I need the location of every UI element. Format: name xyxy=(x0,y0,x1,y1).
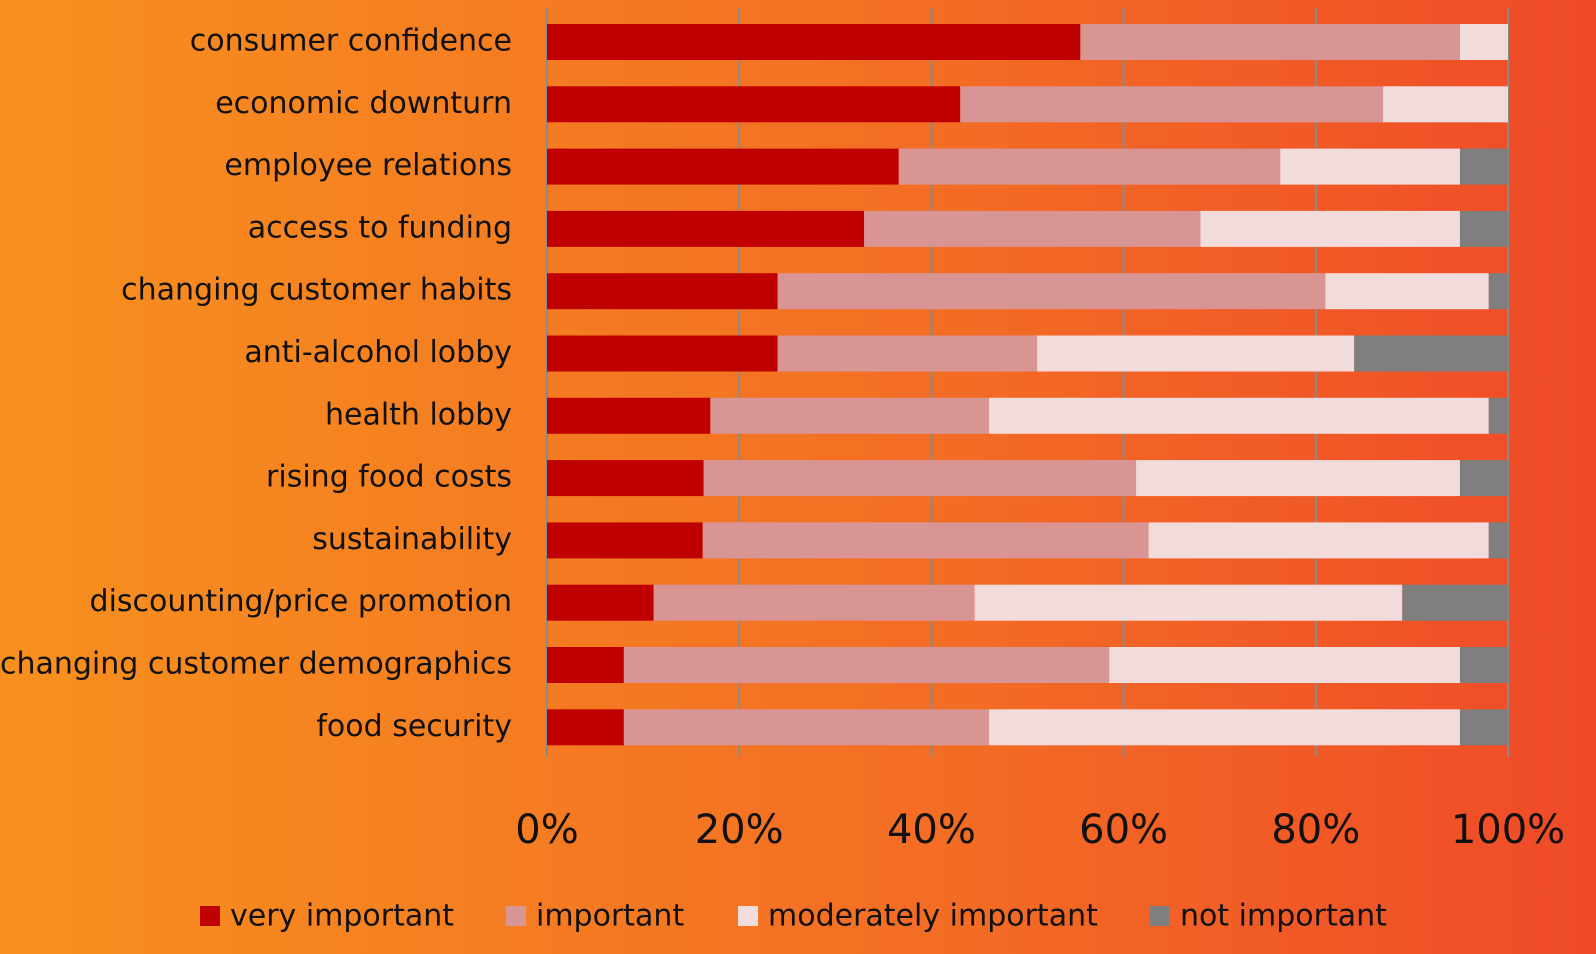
bar-segment xyxy=(989,709,1460,746)
x-tick-label: 60% xyxy=(1079,807,1168,853)
bar-segment xyxy=(1459,709,1508,746)
bar-segment xyxy=(1459,24,1508,60)
y-tick-label: health lobby xyxy=(325,397,512,432)
y-tick-label: access to funding xyxy=(248,210,512,245)
bar-segment xyxy=(1488,397,1508,434)
bar-segment xyxy=(1459,210,1508,247)
y-tick-label: economic downturn xyxy=(215,86,512,121)
bar-segment xyxy=(547,148,899,185)
legend-label: very important xyxy=(230,899,454,934)
legend-label: not important xyxy=(1180,899,1387,934)
bar-segment xyxy=(653,584,975,621)
legend-swatch xyxy=(506,906,526,926)
x-tick-label: 40% xyxy=(887,807,976,853)
bar-segment xyxy=(1109,647,1460,683)
y-tick-label: employee relations xyxy=(224,148,512,183)
x-tick-label: 80% xyxy=(1271,807,1360,853)
y-tick-label: anti-alcohol lobby xyxy=(244,335,512,370)
bar-segment xyxy=(547,273,778,310)
bar-segment xyxy=(974,584,1403,621)
bar-segment xyxy=(960,86,1384,123)
bar-segment xyxy=(547,647,624,683)
bar-segment xyxy=(547,522,703,559)
bar-segment xyxy=(547,86,961,123)
bar-segment xyxy=(1080,24,1460,60)
legend-swatch xyxy=(200,906,220,926)
bar-segment xyxy=(547,584,654,621)
legend-swatch xyxy=(738,906,758,926)
bar-segment xyxy=(989,397,1489,434)
y-tick-label: discounting/price promotion xyxy=(90,584,512,619)
bar-segment xyxy=(547,335,778,372)
bar-segment xyxy=(864,210,1201,247)
bar-segment xyxy=(1148,522,1489,559)
y-tick-label: changing customer habits xyxy=(121,273,512,308)
bar-segment xyxy=(1280,148,1460,185)
bar-segment xyxy=(1200,210,1460,247)
bar-segment xyxy=(1037,335,1355,372)
bar-segment xyxy=(1459,647,1508,683)
y-tick-label: consumer confidence xyxy=(190,24,512,59)
bar-segment xyxy=(623,647,1110,683)
bar-segment xyxy=(1488,522,1508,559)
bar-segment xyxy=(547,210,865,247)
bar-segment xyxy=(777,335,1038,372)
bar-segment xyxy=(1488,273,1508,310)
bar-segment xyxy=(1459,148,1508,185)
x-tick-label: 20% xyxy=(695,807,784,853)
bar-segment xyxy=(1136,460,1460,497)
bar-segment xyxy=(547,24,1081,60)
bar-segment xyxy=(547,460,704,497)
y-tick-label: food security xyxy=(316,709,512,744)
x-tick-label: 0% xyxy=(515,807,578,853)
bar-segment xyxy=(703,460,1137,497)
bar-segment xyxy=(1402,584,1508,621)
legend-label: moderately important xyxy=(768,899,1098,934)
legend-swatch xyxy=(1150,906,1170,926)
bar-segment xyxy=(710,397,990,434)
bar-segment xyxy=(898,148,1281,185)
y-tick-label: sustainability xyxy=(312,522,512,557)
legend-label: important xyxy=(536,899,684,934)
bar-segment xyxy=(547,709,624,746)
bar-segment xyxy=(702,522,1149,559)
bar-segment xyxy=(1325,273,1489,310)
bar-segment xyxy=(1459,460,1508,497)
y-tick-label: changing customer demographics xyxy=(0,647,512,682)
bar-segment xyxy=(777,273,1326,310)
bar-segment xyxy=(1354,335,1508,372)
y-tick-label: rising food costs xyxy=(266,460,512,495)
x-tick-label: 100% xyxy=(1451,807,1565,853)
bar-segment xyxy=(547,397,711,434)
bar-segment xyxy=(623,709,990,746)
bar-segment xyxy=(1383,86,1508,123)
